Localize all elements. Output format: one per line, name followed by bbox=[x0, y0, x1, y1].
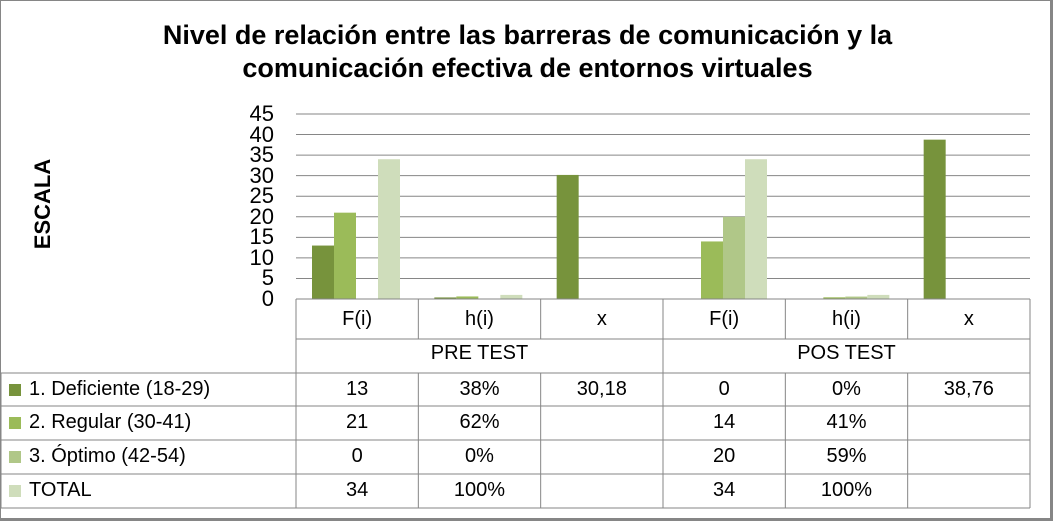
table-cell: 14 bbox=[713, 411, 736, 433]
y-tick-label: 40 bbox=[249, 121, 274, 147]
legend-entry: 3. Óptimo (42-54) bbox=[9, 440, 186, 473]
y-tick-label: 45 bbox=[249, 101, 274, 126]
category-label: x bbox=[596, 308, 607, 330]
legend-key bbox=[9, 416, 21, 429]
y-tick-label: 15 bbox=[249, 224, 274, 250]
bar-3-4 bbox=[723, 216, 745, 299]
bar-4-2 bbox=[500, 294, 523, 299]
table-cell: 41% bbox=[826, 411, 867, 433]
bar-4-4 bbox=[745, 159, 767, 299]
y-tick-label: 20 bbox=[249, 203, 274, 229]
table-cell: 34 bbox=[713, 479, 736, 501]
table-cell: 20 bbox=[713, 445, 736, 467]
title-line-1: Nivel de relación entre las barreras de … bbox=[162, 20, 893, 50]
chart-title: Nivel de relación entre las barreras de … bbox=[1, 19, 1050, 85]
y-tick-label: 35 bbox=[249, 142, 274, 168]
category-label: h(i) bbox=[465, 308, 494, 330]
legend-key bbox=[9, 383, 21, 396]
y-tick-label: 10 bbox=[249, 244, 274, 270]
legend-label: 2. Regular (30-41) bbox=[29, 411, 192, 433]
bar-2-5 bbox=[823, 297, 846, 299]
bar-1-6 bbox=[923, 139, 946, 299]
legend-entry: 1. Deficiente (18-29) bbox=[9, 373, 210, 406]
table-cell: 21 bbox=[346, 411, 369, 433]
bar-1-2 bbox=[434, 297, 457, 299]
bar-2-4 bbox=[701, 241, 723, 299]
table-cell: 0% bbox=[832, 378, 861, 400]
title-line-2: comunicación efectiva de entornos virtua… bbox=[242, 53, 813, 83]
bar-2-2 bbox=[456, 296, 479, 299]
category-label: F(i) bbox=[709, 308, 740, 330]
table-cell: 13 bbox=[346, 378, 369, 400]
category-label: x bbox=[963, 308, 974, 330]
group-label: PRE TEST bbox=[430, 342, 529, 364]
category-label: F(i) bbox=[342, 308, 373, 330]
bar-1-1 bbox=[312, 245, 334, 299]
table-cell: 38,76 bbox=[943, 378, 994, 400]
legend-key bbox=[9, 484, 21, 497]
legend-entry: TOTAL bbox=[9, 474, 92, 507]
legend-label: 1. Deficiente (18-29) bbox=[29, 378, 211, 400]
category-label: h(i) bbox=[832, 308, 861, 330]
table-cell: 59% bbox=[826, 445, 867, 467]
y-tick-label: 25 bbox=[249, 183, 274, 209]
bar-4-5 bbox=[867, 294, 890, 299]
table-cell: 34 bbox=[346, 479, 369, 501]
y-tick-label: 0 bbox=[261, 286, 274, 311]
bar-4-1 bbox=[378, 159, 400, 299]
table-cell: 0 bbox=[351, 445, 363, 467]
legend-key bbox=[9, 450, 21, 463]
table-cell: 0% bbox=[465, 445, 494, 467]
bar-3-5 bbox=[845, 296, 868, 299]
bar-2-1 bbox=[334, 212, 356, 299]
y-tick-label: 30 bbox=[249, 162, 274, 188]
legend-label: 3. Óptimo (42-54) bbox=[29, 445, 186, 467]
group-label: POS TEST bbox=[797, 342, 896, 364]
table-cell: 30,18 bbox=[576, 378, 627, 400]
legend-label: TOTAL bbox=[29, 479, 92, 501]
table-cell: 38% bbox=[459, 378, 500, 400]
table-cell: 0 bbox=[718, 378, 730, 400]
table-cell: 100% bbox=[820, 479, 873, 501]
table-cell: 100% bbox=[453, 479, 506, 501]
y-tick-label: 5 bbox=[261, 265, 274, 291]
bar-1-3 bbox=[556, 174, 579, 299]
legend-entry: 2. Regular (30-41) bbox=[9, 406, 191, 439]
table-cell: 62% bbox=[459, 411, 500, 433]
